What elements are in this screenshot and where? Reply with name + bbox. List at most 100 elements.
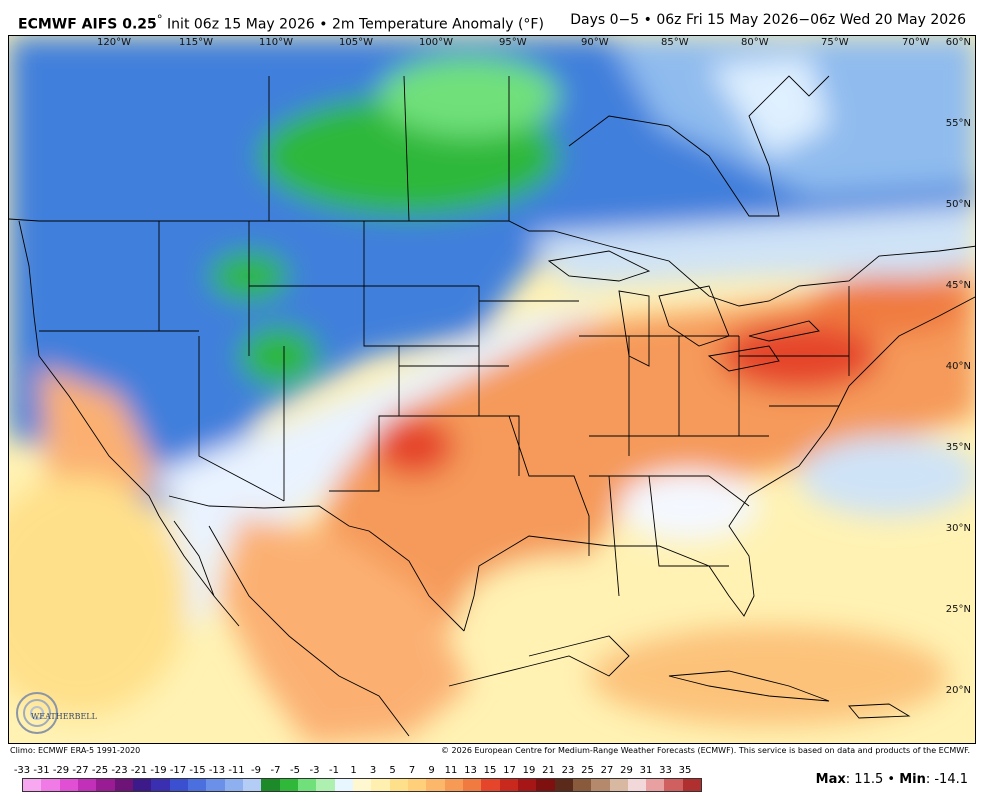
scale-label: 35 [678, 765, 692, 776]
scale-label: -33 [13, 765, 31, 776]
map-title: ECMWF AIFS 0.25° Init 06z 15 May 2026 • … [18, 12, 544, 33]
valid-period: Days 0−5 • 06z Fri 15 May 2026−06z Wed 2… [570, 12, 966, 28]
scale-label: -29 [52, 765, 70, 776]
scale-swatch [664, 779, 683, 791]
scale-swatch [77, 779, 97, 791]
scale-swatch [682, 779, 702, 791]
latitude-label: 60°N [946, 37, 971, 48]
scale-swatch [334, 779, 353, 791]
longitude-label: 105°W [339, 37, 373, 48]
scale-label: -13 [208, 765, 226, 776]
scale-label: 21 [542, 765, 555, 776]
scale-swatch [132, 779, 152, 791]
scale-label: 19 [522, 765, 536, 776]
scale-swatch [297, 779, 317, 791]
longitude-label: 120°W [97, 37, 131, 48]
scale-swatch [371, 779, 390, 791]
color-scale-labels: -33 -31 -29 -27 -25 -23 -21 -19 -17 -15 -13 -11 -9 -7… [12, 765, 712, 777]
max-label: Max [815, 772, 846, 787]
scale-swatch [517, 779, 537, 791]
scale-label: 33 [659, 765, 672, 776]
scale-swatch [536, 779, 555, 791]
scale-label: 17 [503, 765, 516, 776]
max-value: : 11.5 • [845, 772, 896, 787]
scale-swatch [426, 779, 445, 791]
scale-label: -25 [91, 765, 109, 776]
longitude-label: 80°W [741, 37, 769, 48]
latitude-labels: 60°N 55°N 50°N 45°N 40°N 35°N 30°N 25°N 20°N [946, 37, 971, 696]
scale-label: -1 [329, 765, 339, 776]
scale-label: 25 [581, 765, 594, 776]
scale-label: -21 [130, 765, 148, 776]
scale-label: 3 [369, 765, 377, 776]
scale-swatch [554, 779, 573, 791]
degree-sign: ° [156, 12, 163, 26]
latitude-label: 20°N [946, 685, 971, 696]
scale-swatch [609, 779, 628, 791]
longitude-label: 70°W [902, 37, 930, 48]
latitude-label: 40°N [946, 361, 971, 372]
scale-label: 31 [639, 765, 653, 776]
scale-label: -11 [228, 765, 245, 776]
scale-swatch [23, 779, 42, 791]
scale-label: 11 [444, 765, 458, 776]
scale-swatch [407, 779, 427, 791]
scale-swatch [499, 779, 518, 791]
scale-swatch [444, 779, 463, 791]
scale-swatch [114, 779, 133, 791]
scale-swatch [261, 779, 280, 791]
scale-label: 7 [408, 765, 416, 776]
min-label: Min [899, 772, 926, 787]
scale-label: 13 [464, 765, 477, 776]
max-min-readout: Max: 11.5 • Min: -14.1 [816, 772, 968, 787]
scale-swatch [316, 779, 335, 791]
scale-swatch [169, 779, 188, 791]
scale-swatch [627, 779, 647, 791]
climo-note: Climo: ECMWF ERA-5 1991-2020 [10, 746, 141, 755]
scale-label: -17 [169, 765, 187, 776]
latitude-label: 25°N [946, 604, 971, 615]
scale-swatch [646, 779, 665, 791]
latitude-label: 35°N [946, 442, 971, 453]
scale-swatch [462, 779, 482, 791]
scale-swatch [224, 779, 243, 791]
scale-swatch [352, 779, 372, 791]
latitude-label: 30°N [946, 523, 971, 534]
min-value: : -14.1 [925, 772, 968, 787]
anomaly-field [9, 36, 975, 743]
logo-text: WEATHERBELL [31, 712, 98, 721]
scale-swatch [206, 779, 225, 791]
scale-label: 23 [561, 765, 575, 776]
latitude-label: 50°N [946, 199, 971, 210]
model-name: ECMWF AIFS 0.25 [18, 16, 157, 33]
copyright-note: © 2026 European Centre for Medium-Range … [441, 746, 970, 755]
title-separator: • [319, 16, 328, 33]
scale-swatch [151, 779, 170, 791]
scale-label: -19 [150, 765, 167, 776]
longitude-label: 75°W [821, 37, 849, 48]
color-scale-bar [22, 778, 702, 792]
variable-name: 2m Temperature Anomaly (°F) [331, 16, 544, 33]
scale-label: 29 [620, 765, 633, 776]
political-borders [9, 75, 975, 737]
scale-swatch [389, 779, 408, 791]
longitude-label: 100°W [419, 37, 453, 48]
scale-swatch [572, 779, 592, 791]
scale-label: -31 [33, 765, 50, 776]
longitude-label: 90°W [581, 37, 609, 48]
scale-label: -3 [309, 765, 320, 776]
scale-label: 1 [350, 765, 357, 776]
scale-label: 9 [428, 765, 435, 776]
weatherbell-logo: WEATHERBELL [16, 692, 98, 734]
scale-label: -15 [189, 765, 206, 776]
scale-label: 5 [389, 765, 396, 776]
scale-swatch [279, 779, 298, 791]
longitude-label: 95°W [499, 37, 527, 48]
scale-swatch [96, 779, 115, 791]
scale-label: -7 [270, 765, 281, 776]
scale-label: -5 [290, 765, 300, 776]
latitude-label: 45°N [946, 280, 971, 291]
scale-swatch [242, 779, 262, 791]
scale-swatch [41, 779, 60, 791]
longitude-labels: 120°W 115°W 110°W 105°W 100°W 95°W 90°W 85°W 80°… [97, 37, 930, 48]
